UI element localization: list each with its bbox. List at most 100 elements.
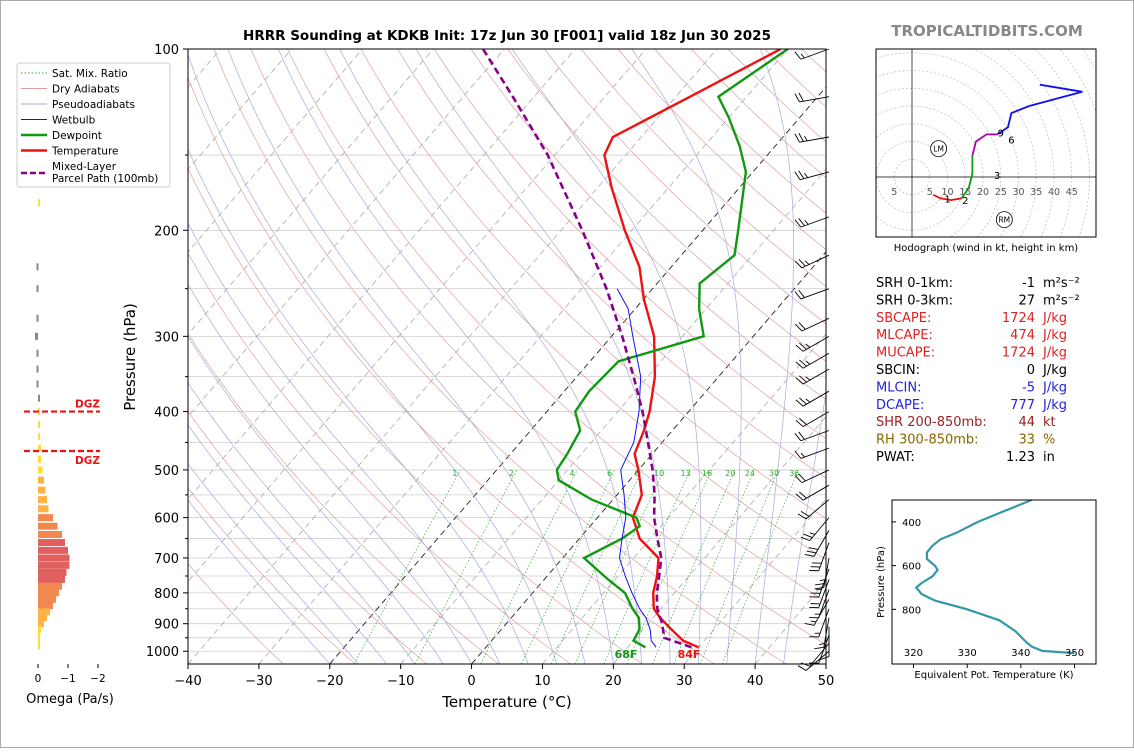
omega-bar	[37, 366, 39, 373]
legend-label: Parcel Path (100mb)	[52, 173, 158, 185]
mixing-ratio-label: 13	[681, 469, 691, 478]
hodograph-ring-label: 45	[1066, 187, 1078, 198]
storm-motion-label: LM	[933, 145, 944, 154]
legend-label: Wetbulb	[52, 115, 96, 127]
index-value: -1	[1022, 276, 1035, 291]
y-tick-label: 400	[154, 406, 179, 421]
omega-x-tick-label: −1	[60, 673, 75, 685]
index-value: 1724	[1002, 311, 1035, 326]
x-tick-label: −10	[387, 674, 414, 689]
x-tick-label: 50	[818, 674, 835, 689]
omega-bar	[37, 285, 39, 292]
omega-bar	[38, 433, 40, 440]
theta-e-y-tick-label: 600	[902, 562, 921, 573]
hodograph-ring-label: 5	[891, 187, 897, 198]
omega-bar	[38, 523, 58, 530]
index-label: RH 300-850mb:	[876, 433, 979, 448]
omega-bar	[37, 263, 39, 270]
x-tick-label: 30	[676, 674, 693, 689]
dgz-label: DGZ	[75, 399, 100, 411]
omega-x-tick-label: −2	[90, 673, 105, 685]
mixing-ratio-label: 1	[452, 469, 457, 478]
index-value: 27	[1018, 293, 1035, 308]
x-tick-label: 10	[534, 674, 551, 689]
index-label: SBCIN:	[876, 363, 920, 378]
index-label: MUCAPE:	[876, 346, 935, 361]
y-tick-label: 100	[154, 43, 179, 58]
omega-bar	[38, 199, 40, 206]
theta-e-y-tick-label: 400	[902, 518, 921, 529]
omega-bar	[38, 514, 53, 521]
theta-e-ylabel: Pressure (hPa)	[876, 546, 887, 618]
mixing-ratio-label: 36	[789, 469, 799, 478]
x-tick-label: 20	[605, 674, 622, 689]
omega-bar	[38, 576, 65, 583]
hodograph-ring-label: 20	[977, 187, 989, 198]
omega-bar	[38, 562, 70, 569]
omega-bar	[38, 477, 44, 484]
index-value: 474	[1010, 328, 1035, 343]
hodograph-ring-label: 40	[1048, 187, 1060, 198]
index-value: 0	[1027, 363, 1035, 378]
omega-bar	[38, 421, 40, 428]
legend-label: Dry Adiabats	[52, 84, 120, 96]
index-label: SRH 0-3km:	[876, 293, 953, 308]
omega-bar	[38, 539, 65, 546]
y-tick-label: 600	[154, 512, 179, 527]
index-label: DCAPE:	[876, 398, 924, 413]
index-value: 777	[1010, 398, 1035, 413]
legend-label: Pseudoadiabats	[52, 99, 135, 111]
omega-bar	[38, 466, 43, 473]
index-label: MLCAPE:	[876, 328, 933, 343]
y-tick-label: 800	[154, 587, 179, 602]
y-tick-label: 1000	[146, 645, 179, 660]
hodograph-caption: Hodograph (wind in kt, height in km)	[894, 243, 1079, 254]
hodograph-height-label: 1	[944, 194, 950, 205]
x-tick-label: −20	[316, 674, 343, 689]
y-tick-label: 700	[154, 552, 179, 567]
mixing-ratio-label: 20	[725, 469, 735, 478]
x-tick-label: −40	[174, 674, 201, 689]
surface-dewpoint-label: 68F	[615, 648, 638, 661]
x-tick-label: −30	[245, 674, 272, 689]
theta-e-x-tick-label: 330	[958, 648, 977, 659]
omega-bar	[38, 395, 40, 402]
theta-e-x-tick-label: 350	[1065, 648, 1084, 659]
index-label: SRH 0-1km:	[876, 276, 953, 291]
theta-e-xlabel: Equivalent Pot. Temperature (K)	[914, 670, 1073, 681]
omega-bar	[35, 333, 38, 340]
skew-t-ylabel: Pressure (hPa)	[121, 303, 139, 411]
omega-bar	[38, 608, 50, 615]
chart-title: HRRR Sounding at KDKB Init: 17z Jun 30 […	[243, 28, 771, 44]
index-unit: kt	[1043, 415, 1056, 430]
y-tick-label: 900	[154, 618, 179, 633]
brand-watermark: TROPICALTIDBITS.COM	[891, 22, 1083, 40]
omega-bar	[37, 381, 39, 388]
index-unit: J/kg	[1042, 363, 1067, 378]
index-unit: J/kg	[1042, 311, 1067, 326]
mixing-ratio-label: 30	[769, 469, 779, 478]
index-label: SBCAPE:	[876, 311, 931, 326]
y-tick-label: 200	[154, 224, 179, 239]
omega-bar	[38, 554, 70, 561]
legend-label: Mixed-Layer	[52, 161, 117, 173]
dgz-label: DGZ	[75, 455, 100, 467]
index-unit: J/kg	[1042, 380, 1067, 395]
omega-bar	[38, 505, 49, 512]
theta-e-x-tick-label: 340	[1011, 648, 1030, 659]
omega-bar	[38, 569, 67, 576]
index-unit: m²s⁻²	[1043, 293, 1080, 308]
y-tick-label: 300	[154, 330, 179, 345]
omega-bar	[38, 642, 40, 649]
surface-temperature-label: 84F	[678, 648, 701, 661]
hodograph-height-label: 2	[962, 196, 968, 207]
mixing-ratio-label: 4	[570, 469, 575, 478]
index-value: 1724	[1002, 346, 1035, 361]
legend-label: Temperature	[51, 146, 119, 158]
hodograph-ring-label: 35	[1030, 187, 1042, 198]
index-unit: %	[1043, 433, 1055, 448]
hodograph-ring-label: 25	[995, 187, 1007, 198]
omega-x-tick-label: 0	[35, 673, 42, 685]
